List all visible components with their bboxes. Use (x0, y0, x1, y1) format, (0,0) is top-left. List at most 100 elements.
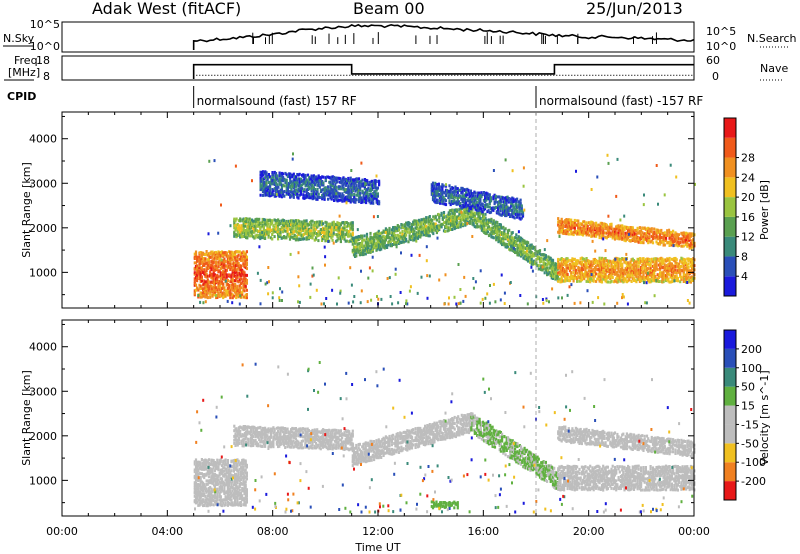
power-cell (459, 204, 462, 208)
power-cell (645, 262, 649, 266)
power-cell (610, 273, 613, 277)
power-cell (299, 191, 302, 195)
power-cell (204, 274, 207, 278)
power-cell (319, 182, 323, 186)
power-cell (449, 203, 452, 207)
power-cell (442, 215, 446, 219)
power-cell (326, 230, 329, 233)
power-cell (327, 240, 330, 243)
power-cell (453, 224, 456, 228)
power-cell (643, 269, 646, 273)
power-cell (450, 221, 453, 225)
power-cell (644, 236, 647, 240)
power-cell (648, 238, 651, 242)
power-cell (565, 223, 568, 227)
power-cell (599, 275, 602, 279)
power-cell (338, 194, 342, 198)
power-cell (523, 208, 526, 212)
power-cell (322, 237, 325, 241)
power-cell (198, 275, 201, 279)
power-cell (485, 191, 488, 195)
power-cell (332, 220, 335, 224)
power-cell (662, 237, 665, 241)
power-cell (618, 270, 621, 274)
power-cell (231, 288, 234, 292)
power-cell (591, 223, 594, 227)
power-cell (604, 235, 607, 239)
power-cell (463, 188, 466, 192)
power-cell (560, 277, 563, 281)
power-cell (687, 243, 690, 247)
power-cell (272, 189, 275, 193)
power-cell (630, 280, 633, 283)
power-cell (648, 229, 651, 233)
power-cell (232, 283, 235, 287)
power-cell (234, 282, 237, 286)
power-cell (502, 225, 505, 229)
power-cell (285, 235, 288, 239)
power-cell (586, 232, 589, 236)
power-cell (297, 184, 300, 188)
power-cell (590, 273, 593, 276)
power-cell (446, 219, 449, 223)
power-cell (662, 243, 665, 247)
power-cell (282, 176, 285, 179)
power-cell (686, 232, 689, 236)
power-cell (384, 227, 387, 231)
power-cell (433, 228, 436, 232)
power-cell (324, 225, 327, 229)
power-cell (623, 269, 626, 273)
power-cell (485, 228, 488, 232)
power-cell (377, 245, 380, 249)
power-cell (374, 196, 377, 200)
power-cell (523, 239, 526, 243)
power-cell (606, 225, 609, 229)
power-cell (605, 231, 608, 235)
power-cell (433, 190, 436, 194)
power-cell (355, 186, 358, 190)
power-cell (279, 234, 282, 238)
power-cell (438, 226, 441, 230)
power-cell (498, 233, 501, 237)
power-cell (234, 253, 237, 257)
power-cell (485, 196, 488, 200)
power-cell (219, 261, 222, 265)
power-cell (655, 279, 658, 282)
power-cell (659, 263, 662, 267)
power-cell (303, 188, 306, 192)
power-cell (361, 241, 364, 245)
power-cell (304, 196, 307, 200)
power-cell (501, 196, 504, 200)
power-cell (630, 226, 633, 230)
power-cell (267, 230, 270, 234)
power-cell (364, 240, 367, 244)
power-cell (682, 277, 685, 280)
power-cell (355, 251, 358, 255)
power-cell (624, 272, 627, 276)
power-cell (224, 264, 227, 268)
power-cell (380, 297, 383, 301)
power-cell (315, 197, 318, 201)
power-cell (566, 227, 569, 231)
power-cell (491, 222, 494, 226)
power-cell (529, 248, 532, 252)
power-cell (590, 229, 593, 233)
power-cell (286, 229, 289, 233)
power-cell (492, 197, 495, 201)
power-cell (340, 179, 343, 183)
power-cell (274, 181, 278, 185)
power-cell (479, 218, 482, 222)
power-cell (211, 259, 214, 263)
power-cell (596, 227, 599, 231)
power-cell (466, 208, 469, 212)
power-cell (592, 262, 595, 265)
power-cell (460, 191, 463, 195)
power-cell (354, 245, 357, 249)
power-cell (608, 259, 611, 263)
power-cell (630, 228, 633, 231)
power-cell (333, 195, 336, 199)
power-cell (642, 259, 645, 263)
power-cell (500, 200, 503, 204)
power-cell (313, 223, 316, 227)
power-cell (440, 191, 443, 195)
